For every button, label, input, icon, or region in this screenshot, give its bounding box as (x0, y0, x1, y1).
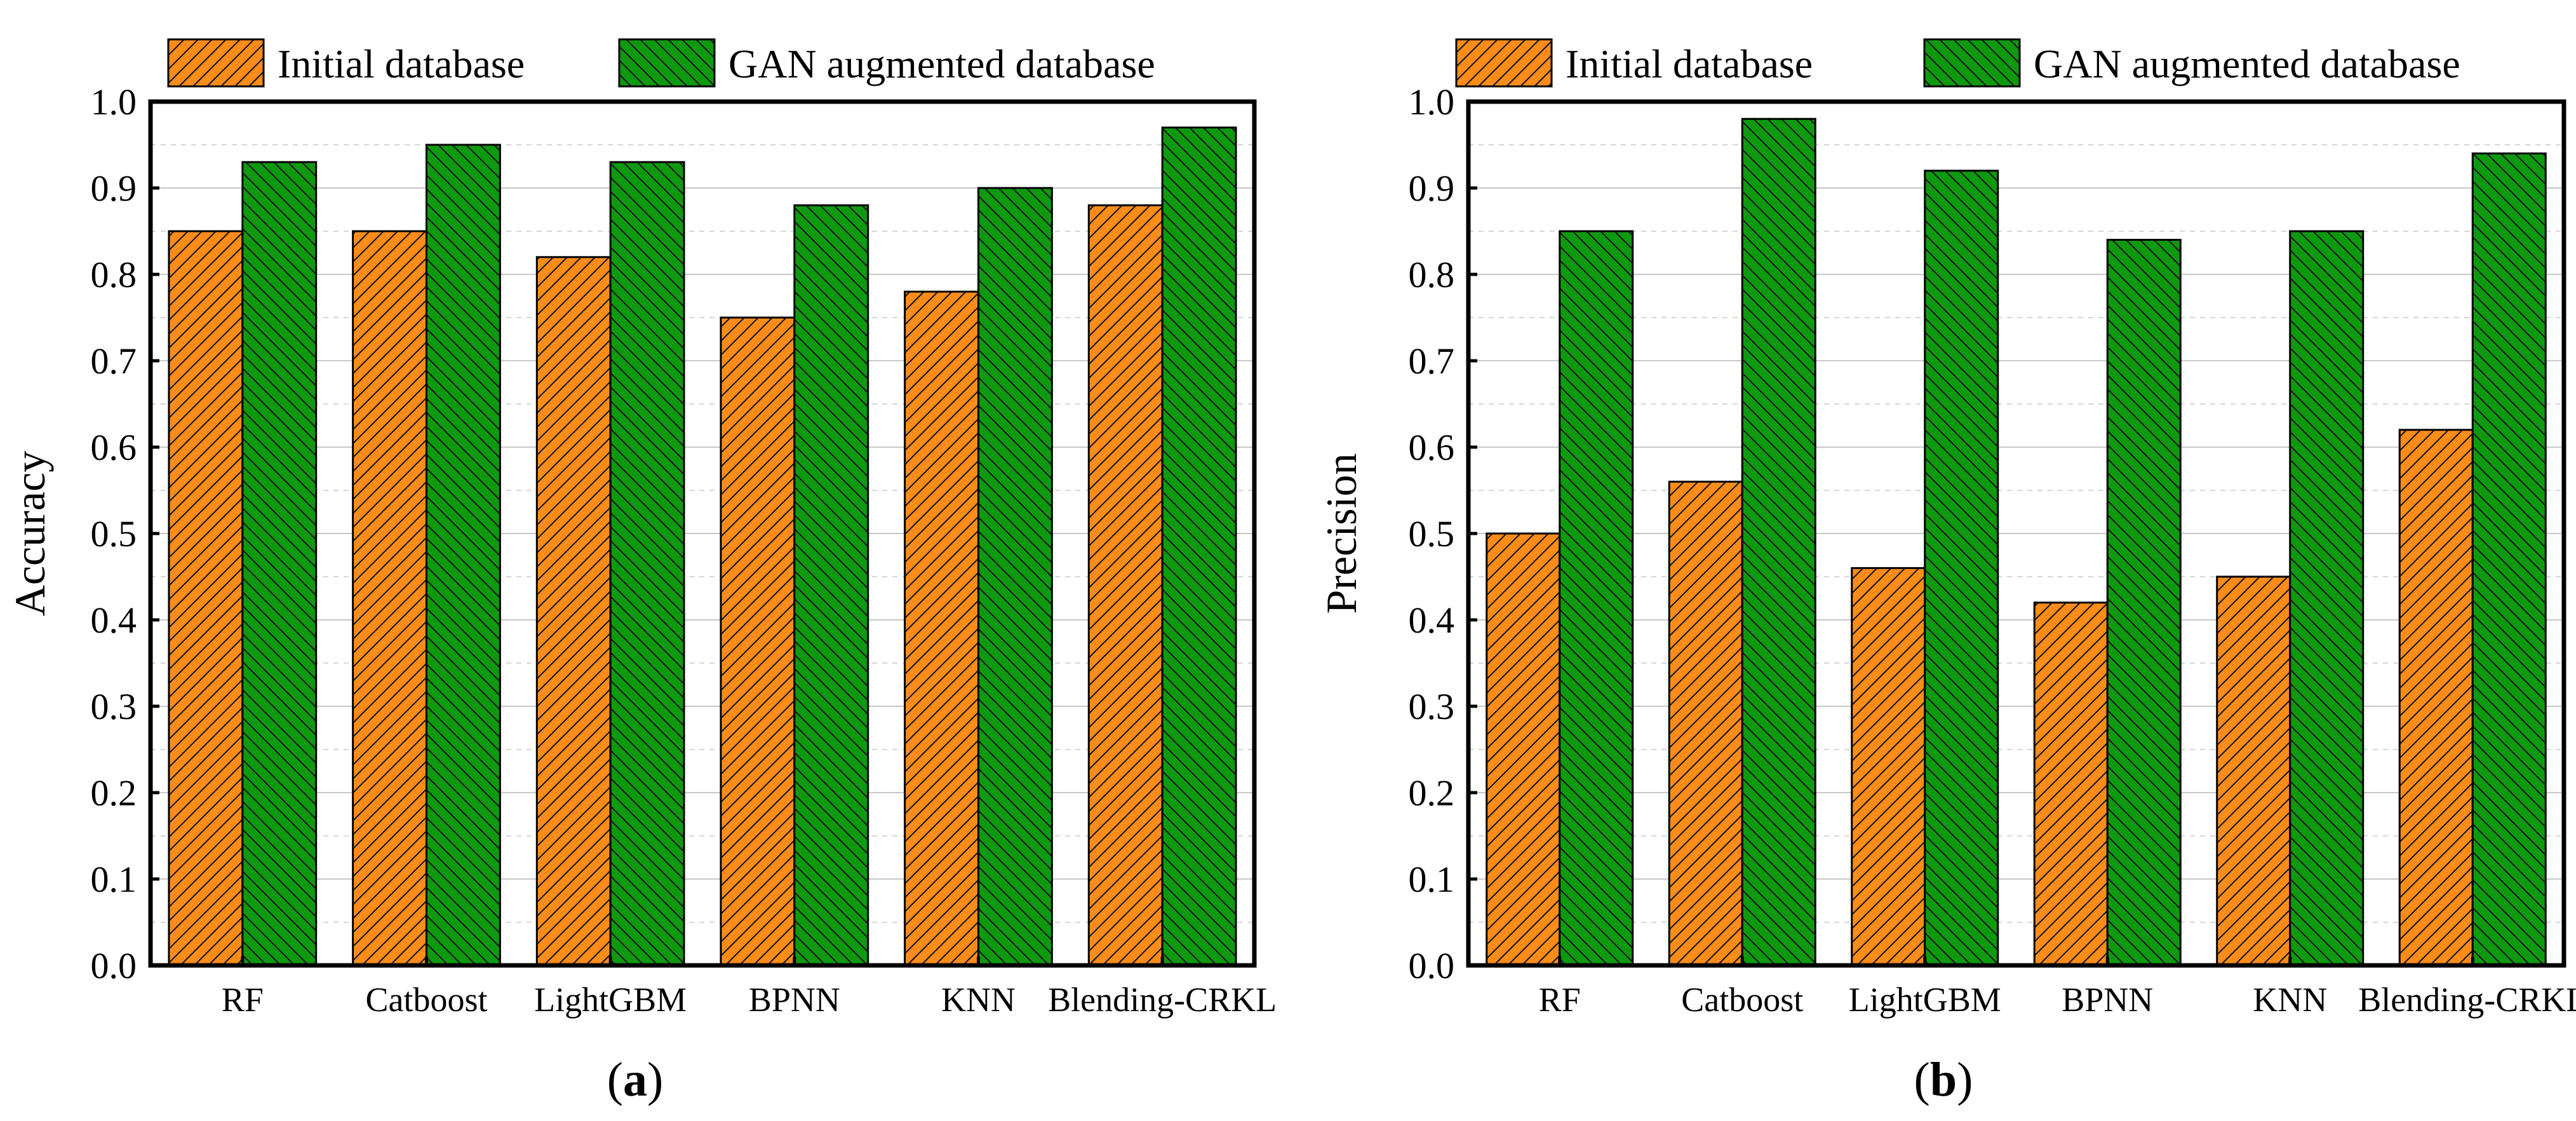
legend-swatch-initial (1455, 38, 1553, 88)
chart-panel-b: 0.0 0.1 0.2 0.3 0.4 0.5 0.6 0.7 0.8 0.9 1.0 RF Catbo… (1317, 38, 2576, 1106)
y-tick-label: 0.6 (1409, 427, 1455, 468)
y-tick-label: 0.7 (1409, 340, 1455, 382)
bar-gan-knn (2289, 230, 2365, 967)
axis-frame (1466, 99, 2566, 968)
panel-letter: a (623, 1053, 647, 1106)
y-axis-label: Accuracy (6, 451, 54, 616)
bar-initial-bpnn (2033, 601, 2109, 967)
y-tick-label: 0.0 (1409, 945, 1455, 986)
y-tick-label: 1.0 (91, 81, 137, 123)
y-tick-label: 0.1 (91, 859, 137, 900)
bar-gan-catboost (426, 144, 501, 967)
bar-initial-rf (1486, 532, 1561, 967)
y-tick-label: 0.8 (91, 254, 137, 295)
y-tick-label: 0.8 (1409, 254, 1455, 295)
bar-initial-knn (904, 290, 979, 967)
y-tick-label: 0.4 (1409, 600, 1455, 641)
bar-gan-rf (241, 161, 318, 967)
bar-initial-catboost (352, 230, 428, 967)
x-tick-label: KNN (941, 981, 1016, 1019)
x-tick-label: Blending-CRKL (1048, 981, 1277, 1019)
chart-panel-a: 0.0 0.1 0.2 0.3 0.4 0.5 0.6 0.7 0.8 0.9 1.0 RF Catbo… (6, 38, 1277, 1106)
y-tick-label: 0.9 (91, 168, 137, 209)
y-tick-label: 0.0 (91, 945, 137, 986)
x-tick-label: BPNN (749, 981, 840, 1019)
bar-initial-knn (2216, 575, 2291, 967)
bar-gan-lightgbm (609, 161, 685, 967)
bar-gan-bpnn (2106, 239, 2182, 967)
bar-gan-lightgbm (1924, 170, 1999, 967)
bar-gan-rf (1559, 230, 1634, 967)
legend-label-gan: GAN augmented database (728, 41, 1155, 86)
bar-initial-rf (168, 230, 244, 967)
bar-initial-lightgbm (535, 256, 612, 967)
legend-label-initial: Initial database (1566, 41, 1813, 86)
bar-initial-blending-crkl (2398, 429, 2474, 967)
y-tick-label: 0.7 (91, 340, 137, 382)
x-tick-label: Catboost (365, 981, 487, 1019)
bar-initial-bpnn (720, 316, 796, 967)
legend-label-initial: Initial database (278, 41, 525, 86)
x-tick-label: KNN (2253, 981, 2327, 1019)
x-tick-label: RF (1539, 981, 1581, 1019)
x-tick-label: BPNN (2062, 981, 2153, 1019)
legend-swatch-gan (618, 38, 716, 88)
bar-gan-knn (977, 187, 1053, 967)
x-tick-label: LightGBM (534, 981, 687, 1019)
x-tick-label: RF (222, 981, 264, 1019)
bar-gan-bpnn (793, 204, 869, 967)
y-tick-label: 0.1 (1409, 859, 1455, 900)
y-tick-label: 0.4 (91, 600, 137, 641)
y-tick-label: 0.5 (91, 513, 137, 554)
legend-swatch-initial (167, 38, 265, 88)
legend-swatch-gan (1923, 38, 2021, 88)
panel-label: (a) (607, 1053, 664, 1106)
y-tick-label: 0.5 (1409, 513, 1455, 554)
y-tick-label: 0.6 (91, 427, 137, 468)
bar-initial-blending-crkl (1087, 204, 1164, 967)
x-tick-label: LightGBM (1849, 981, 2001, 1019)
bar-initial-lightgbm (1851, 567, 1926, 967)
axis-frame (148, 99, 1257, 968)
y-axis-label: Precision (1317, 453, 1365, 614)
legend-label-gan: GAN augmented database (2034, 41, 2460, 86)
bar-gan-blending-crkl (1161, 126, 1237, 967)
bar-gan-blending-crkl (2471, 152, 2547, 967)
bar-gan-catboost (1741, 117, 1816, 967)
y-tick-label: 1.0 (1409, 81, 1455, 123)
y-tick-label: 0.2 (1409, 772, 1455, 814)
panel-letter: b (1930, 1053, 1957, 1106)
x-tick-label: Catboost (1681, 981, 1803, 1019)
y-tick-label: 0.3 (91, 686, 137, 727)
y-tick-label: 0.9 (1409, 168, 1455, 209)
panel-label: (b) (1914, 1053, 1973, 1106)
y-tick-label: 0.2 (91, 772, 137, 814)
x-tick-label: Blending-CRKL (2358, 981, 2576, 1019)
bar-initial-catboost (1668, 480, 1743, 967)
y-tick-label: 0.3 (1409, 686, 1455, 727)
